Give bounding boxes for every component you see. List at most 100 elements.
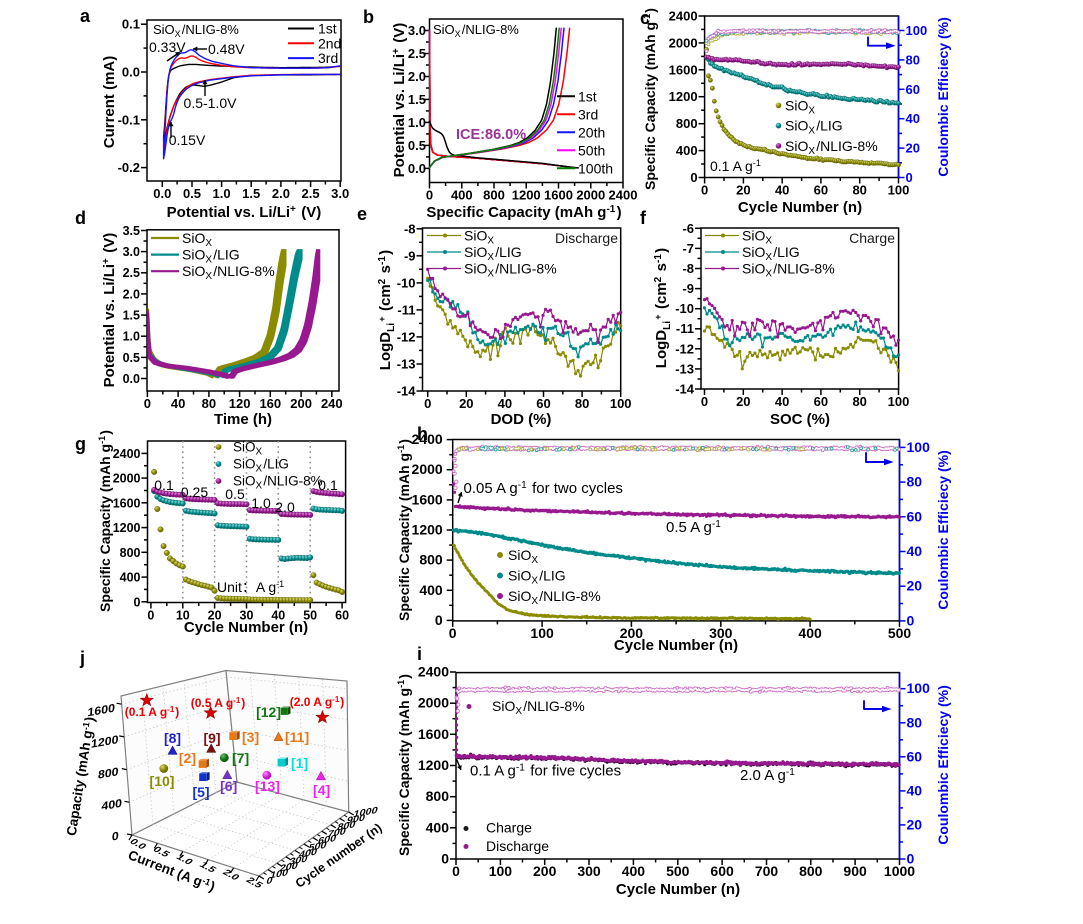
svg-text:2.5: 2.5 [408, 46, 426, 61]
svg-text:[3]: [3] [242, 729, 259, 745]
svg-text:3.0: 3.0 [123, 245, 140, 259]
svg-text:3rd: 3rd [578, 106, 598, 122]
svg-text:40: 40 [907, 543, 923, 559]
svg-text:3.0: 3.0 [331, 186, 349, 201]
svg-text:SiOX /NLIG-8%: SiOX /NLIG-8% [433, 22, 519, 39]
svg-text:SOC (%): SOC (%) [770, 411, 830, 428]
svg-text:SiOX: SiOX [508, 547, 539, 566]
svg-text:0.33V: 0.33V [149, 39, 186, 55]
svg-text:2.0: 2.0 [272, 186, 290, 201]
svg-text:0: 0 [907, 612, 915, 628]
svg-text:500: 500 [307, 841, 328, 854]
svg-text:40: 40 [498, 396, 512, 411]
svg-text:Coulombic Efficiecy (%): Coulombic Efficiecy (%) [935, 450, 951, 609]
svg-text:300: 300 [288, 854, 309, 867]
svg-text:LogDLi + (cm2 s-1 ): LogDLi + (cm2 s-1 ) [377, 250, 397, 370]
svg-text:2.0: 2.0 [220, 868, 242, 882]
svg-text:800: 800 [98, 765, 120, 782]
svg-text:400: 400 [622, 863, 646, 879]
svg-text:0.0: 0.0 [153, 186, 171, 201]
svg-text:400: 400 [120, 571, 141, 585]
svg-text:[2]: [2] [179, 750, 196, 766]
svg-text:2000: 2000 [418, 695, 449, 711]
svg-text:400: 400 [297, 847, 318, 860]
svg-text:50: 50 [303, 609, 317, 623]
svg-text:80: 80 [906, 52, 920, 67]
svg-text:-8: -8 [404, 221, 416, 236]
svg-text:900: 900 [345, 813, 366, 826]
svg-text:2000: 2000 [576, 188, 605, 203]
svg-text:100: 100 [530, 625, 554, 641]
svg-text:1200: 1200 [91, 732, 120, 750]
svg-text:0: 0 [265, 876, 274, 887]
svg-text:SiOX /NLIG-8%: SiOX /NLIG-8% [492, 698, 585, 717]
svg-text:800: 800 [419, 552, 443, 568]
svg-text:120: 120 [229, 396, 251, 411]
svg-text:1st: 1st [578, 88, 597, 104]
svg-text:SiOX /LIG: SiOX /LIG [464, 244, 522, 263]
svg-text:(0.1 A g-1 ): (0.1 A g-1 ) [125, 705, 180, 719]
svg-text:80: 80 [907, 714, 923, 730]
svg-text:SiOX: SiOX [785, 97, 816, 116]
svg-text:SiOX /NLIG-8%: SiOX /NLIG-8% [233, 473, 323, 492]
svg-text:SiOX /NLIG-8%: SiOX /NLIG-8% [508, 588, 601, 607]
svg-text:Potential vs. Li/Li+ (V): Potential vs. Li/Li+ (V) [391, 23, 408, 178]
svg-text:400: 400 [676, 143, 698, 158]
svg-text:0.5: 0.5 [123, 351, 140, 365]
svg-text:e: e [357, 204, 367, 224]
svg-text:Discharge: Discharge [486, 838, 549, 854]
svg-text:50th: 50th [578, 142, 605, 158]
svg-text:Cycle Number (n): Cycle Number (n) [614, 637, 738, 654]
svg-text:[6]: [6] [220, 778, 237, 794]
svg-text:40: 40 [906, 111, 920, 126]
svg-text:0: 0 [424, 396, 431, 411]
svg-text:Time (h): Time (h) [214, 411, 272, 428]
svg-text:1200: 1200 [418, 757, 449, 773]
svg-text:[9]: [9] [203, 730, 220, 746]
svg-text:400: 400 [426, 819, 450, 835]
svg-text:100: 100 [907, 680, 931, 696]
svg-text:Cycle Number (n): Cycle Number (n) [184, 619, 308, 636]
svg-text:d: d [75, 208, 86, 228]
svg-text:Coulombic Efficiecy (%): Coulombic Efficiecy (%) [935, 17, 951, 176]
svg-text:-10: -10 [675, 301, 694, 316]
svg-text:1600: 1600 [87, 701, 116, 719]
svg-text:LogDLi + (cm2 s-1 ): LogDLi + (cm2 s-1 ) [653, 248, 673, 368]
svg-text:2000: 2000 [113, 472, 141, 486]
svg-text:0: 0 [134, 595, 141, 609]
svg-text:20: 20 [907, 816, 923, 832]
svg-text:1000: 1000 [884, 863, 915, 879]
svg-text:Current (mA): Current (mA) [101, 56, 118, 149]
svg-text:200: 200 [278, 861, 299, 874]
svg-text:80: 80 [852, 183, 866, 198]
svg-text:-12: -12 [675, 341, 694, 356]
svg-text:Specific Capacity (mAh g-1 ): Specific Capacity (mAh g-1 ) [396, 439, 412, 621]
svg-text:0: 0 [907, 851, 915, 867]
svg-text:1200: 1200 [412, 522, 443, 538]
svg-text:-12: -12 [397, 329, 416, 344]
svg-text:i: i [417, 644, 422, 664]
svg-text:2400: 2400 [113, 447, 141, 461]
svg-text:2400: 2400 [412, 431, 443, 447]
svg-text:800: 800 [426, 788, 450, 804]
svg-text:60: 60 [335, 609, 349, 623]
svg-text:[11]: [11] [285, 729, 309, 745]
svg-text:0.15V: 0.15V [169, 132, 206, 148]
svg-text:-14: -14 [397, 384, 417, 399]
svg-text:[10]: [10] [150, 773, 175, 789]
svg-text:0.1 A g-1: 0.1 A g-1 [710, 158, 762, 174]
svg-text:100: 100 [489, 863, 513, 879]
svg-text:40: 40 [775, 394, 789, 409]
svg-text:-7: -7 [682, 241, 694, 256]
svg-text:240: 240 [321, 396, 343, 411]
svg-text:ICE:86.0%: ICE:86.0% [456, 127, 526, 143]
svg-text:1.0: 1.0 [251, 495, 271, 511]
svg-text:20: 20 [906, 141, 920, 156]
svg-text:30: 30 [240, 609, 254, 623]
svg-text:0.1: 0.1 [318, 477, 338, 493]
svg-text:0.5-1.0V: 0.5-1.0V [184, 95, 238, 111]
svg-text:1600: 1600 [418, 726, 449, 742]
svg-text:1.0: 1.0 [123, 330, 140, 344]
svg-text:Potential vs. Li/Li+ (V): Potential vs. Li/Li+ (V) [101, 233, 118, 388]
svg-text:500: 500 [888, 625, 912, 641]
